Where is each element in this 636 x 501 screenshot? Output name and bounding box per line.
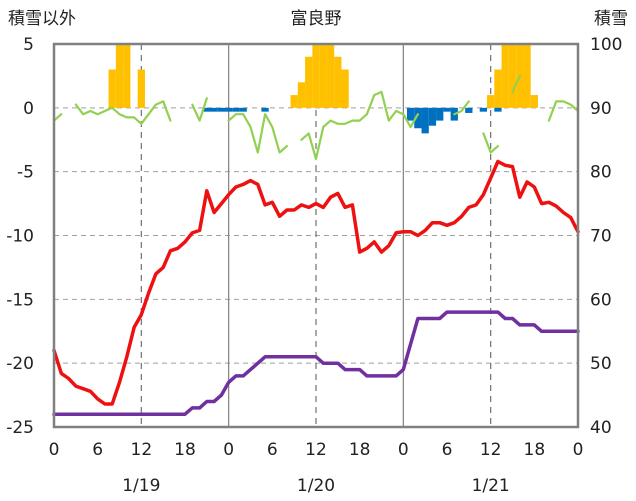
- snowfall-bar: [290, 95, 298, 108]
- x-tick-label: 6: [442, 440, 453, 460]
- snow-decrease-bar: [421, 107, 429, 134]
- snowfall-bar: [319, 44, 327, 108]
- x-tick-label: 12: [480, 440, 502, 460]
- x-tick-label: 0: [49, 440, 60, 460]
- left-y-tick-label: -25: [6, 418, 34, 438]
- snowfall-bar: [326, 44, 335, 108]
- left-y-tick-label: -15: [6, 290, 34, 310]
- snow-decrease-bar: [465, 107, 473, 113]
- snow-decrease-bar: [494, 107, 502, 112]
- snow-decrease-bar: [406, 107, 415, 121]
- snowfall-bar: [487, 95, 495, 108]
- x-tick-label: 0: [573, 440, 584, 460]
- snowfall-bar: [334, 56, 342, 108]
- snowfall-bar: [523, 44, 531, 108]
- x-tick-label: 6: [92, 440, 103, 460]
- x-tick-label: 18: [174, 440, 196, 460]
- snow-decrease-bar: [479, 107, 488, 112]
- green-line: [74, 100, 172, 125]
- right-y-tick-label: 60: [590, 290, 612, 310]
- right-y-tick-label: 70: [590, 227, 612, 247]
- snowfall-bar: [530, 95, 538, 108]
- snow-decrease-bar: [225, 107, 233, 112]
- snowfall-bar: [341, 69, 349, 108]
- x-tick-label: 0: [223, 440, 234, 460]
- bar-marks: [108, 44, 538, 134]
- snowfall-bar: [494, 69, 502, 108]
- snowfall-bar: [137, 69, 145, 108]
- green-line: [547, 100, 580, 122]
- snow-decrease-bar: [443, 107, 451, 112]
- left-y-tick-label: -20: [6, 354, 34, 374]
- x-tick-label: 18: [349, 440, 371, 460]
- x-tick-label: 12: [131, 440, 153, 460]
- left-y-axis: 5 0 -5 -10 -15 -20 -25: [6, 35, 34, 438]
- snow-decrease-bar: [414, 107, 422, 129]
- snow-decrease-bar: [210, 107, 218, 112]
- snowfall-bar: [508, 44, 517, 108]
- snow-decrease-bar: [428, 107, 437, 126]
- x-axis: 0 6 12 18 0 6 12 18 0 6 12 18 0 1/19 1/20 1/21: [49, 440, 584, 496]
- snowfall-bar: [305, 56, 313, 108]
- snowfall-bar: [108, 69, 116, 108]
- snowfall-bar: [297, 82, 306, 108]
- right-y-tick-label: 50: [590, 354, 612, 374]
- x-tick-label: 12: [305, 440, 327, 460]
- green-line: [191, 97, 208, 122]
- plot-border: [52, 42, 580, 429]
- right-axis-label: 積雪: [594, 9, 628, 29]
- right-y-tick-label: 100: [590, 35, 622, 55]
- snowfall-bar: [501, 44, 509, 108]
- plot-frame: [52, 42, 580, 429]
- green-line: [511, 74, 521, 94]
- snow-decrease-bar: [217, 107, 226, 112]
- snow-depth-line: [52, 310, 580, 416]
- snow-decrease-bar: [239, 107, 247, 112]
- left-y-tick-label: -5: [17, 163, 34, 183]
- right-y-tick-label: 90: [590, 99, 612, 119]
- day-label: 1/19: [122, 476, 160, 496]
- left-axis-label: 積雪以外: [8, 9, 76, 29]
- x-tick-label: 6: [267, 440, 278, 460]
- snow-decrease-bar: [203, 107, 211, 112]
- day-label: 1/20: [297, 476, 335, 496]
- snow-decrease-bar: [436, 107, 444, 121]
- right-y-tick-label: 40: [590, 418, 612, 438]
- x-tick-label: 18: [524, 440, 546, 460]
- right-y-axis: 100 90 80 70 60 50 40: [590, 35, 622, 438]
- snowfall-bar: [115, 44, 124, 108]
- snowfall-bar: [123, 44, 131, 108]
- green-line: [300, 90, 419, 160]
- x-tick-label: 0: [398, 440, 409, 460]
- snow-decrease-bar: [261, 107, 269, 112]
- green-line: [227, 113, 288, 154]
- left-y-tick-label: -10: [6, 227, 34, 247]
- day-label: 1/21: [472, 476, 510, 496]
- line-marks: [52, 74, 580, 416]
- chart-title: 富良野: [291, 9, 342, 29]
- left-y-tick-label: 0: [23, 99, 34, 119]
- right-y-tick-label: 80: [590, 163, 612, 183]
- snowfall-bar: [312, 44, 320, 108]
- left-y-tick-label: 5: [23, 35, 34, 55]
- green-line: [482, 132, 499, 154]
- green-line: [453, 100, 470, 116]
- snow-decrease-bar: [232, 107, 240, 112]
- temperature-line: [52, 159, 580, 406]
